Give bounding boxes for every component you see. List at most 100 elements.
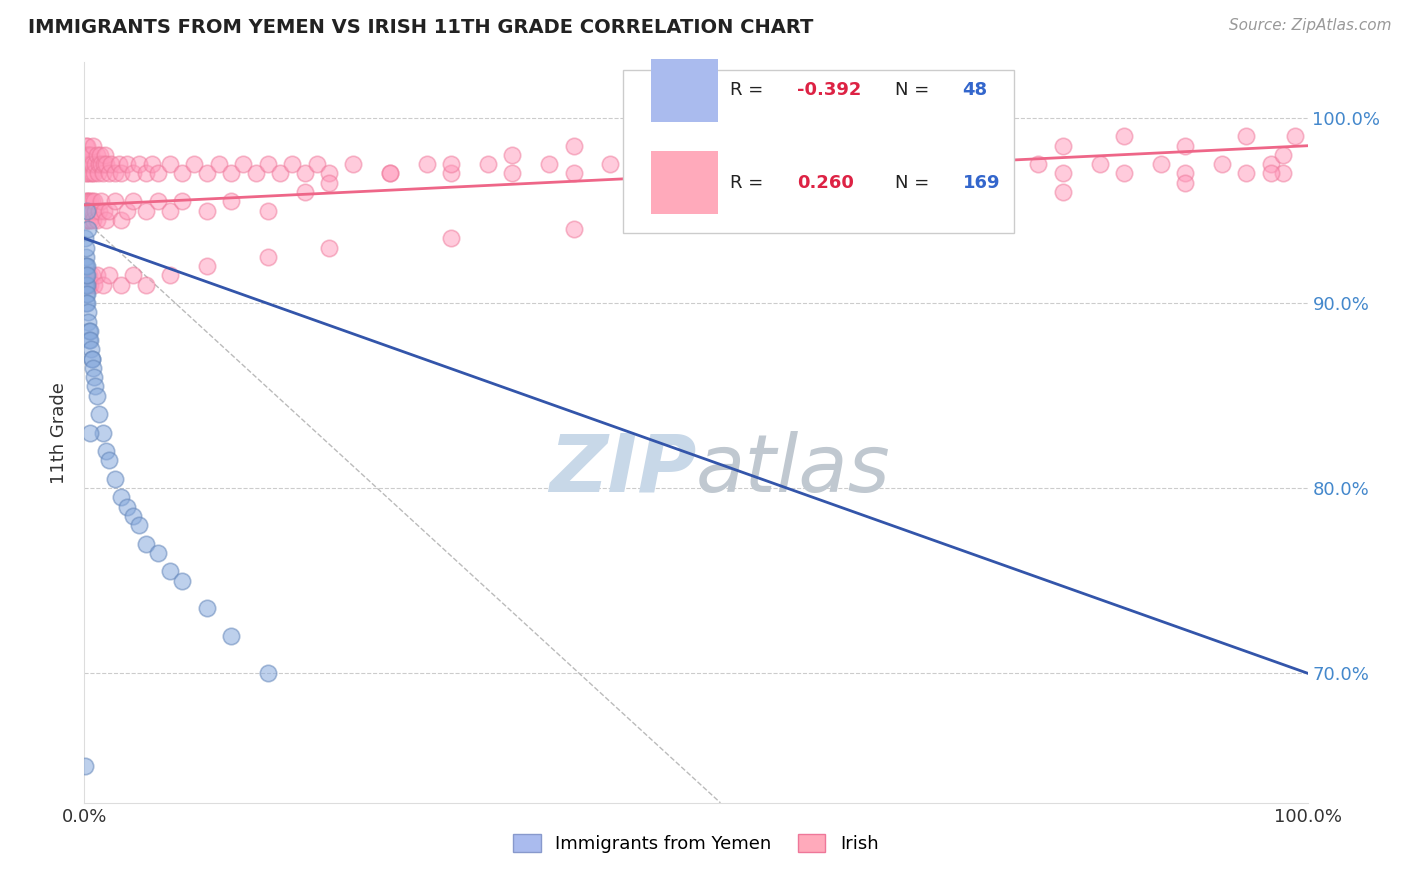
Point — [599, 157, 621, 171]
Point — [159, 157, 181, 171]
Point — [87, 157, 110, 171]
Point — [83, 370, 105, 384]
Point — [76, 203, 98, 218]
Point — [77, 148, 100, 162]
Point — [747, 129, 769, 144]
Point — [79, 194, 101, 209]
Point — [380, 166, 402, 180]
Point — [80, 268, 103, 283]
Point — [844, 157, 866, 171]
Point — [110, 212, 132, 227]
Point — [87, 166, 110, 180]
Point — [269, 166, 291, 180]
Point — [115, 500, 138, 514]
Point — [562, 222, 585, 236]
Point — [79, 277, 101, 292]
Text: Source: ZipAtlas.com: Source: ZipAtlas.com — [1229, 18, 1392, 33]
Point — [219, 194, 242, 209]
Point — [122, 166, 145, 180]
Point — [75, 148, 97, 162]
Point — [502, 148, 524, 162]
Point — [807, 203, 830, 218]
Point — [83, 166, 105, 180]
Point — [905, 157, 928, 171]
Point — [80, 194, 103, 209]
Point — [538, 157, 561, 171]
Point — [104, 166, 127, 180]
Point — [562, 166, 585, 180]
Point — [86, 148, 108, 162]
Point — [1272, 148, 1295, 162]
Text: N =: N = — [896, 174, 935, 192]
Point — [1114, 129, 1136, 144]
Point — [75, 268, 97, 283]
Point — [807, 138, 830, 153]
Point — [82, 203, 104, 218]
Text: R =: R = — [730, 81, 769, 99]
Point — [1236, 166, 1258, 180]
Point — [82, 212, 104, 227]
Point — [75, 286, 97, 301]
Point — [83, 277, 105, 292]
Point — [75, 277, 97, 292]
Point — [96, 157, 118, 171]
Text: N =: N = — [896, 81, 935, 99]
Point — [80, 351, 103, 366]
Point — [79, 157, 101, 171]
Point — [1052, 166, 1074, 180]
Point — [1052, 185, 1074, 199]
Point — [86, 268, 108, 283]
Point — [77, 333, 100, 347]
Point — [146, 546, 169, 560]
Point — [79, 212, 101, 227]
Text: -0.392: -0.392 — [797, 81, 862, 99]
Point — [93, 157, 115, 171]
Point — [195, 601, 218, 615]
FancyBboxPatch shape — [623, 70, 1014, 233]
Point — [135, 203, 157, 218]
Point — [1174, 166, 1197, 180]
Point — [82, 157, 104, 171]
Point — [75, 203, 97, 218]
Text: ZIP: ZIP — [548, 431, 696, 508]
Point — [73, 259, 96, 273]
Point — [82, 360, 104, 375]
Text: R =: R = — [730, 174, 769, 192]
Point — [82, 138, 104, 153]
Text: 0.260: 0.260 — [797, 174, 855, 192]
Point — [159, 268, 181, 283]
Point — [76, 268, 98, 283]
FancyBboxPatch shape — [651, 152, 718, 214]
Text: 169: 169 — [963, 174, 1000, 192]
Legend: Immigrants from Yemen, Irish: Immigrants from Yemen, Irish — [506, 827, 886, 861]
Y-axis label: 11th Grade: 11th Grade — [51, 382, 69, 483]
Point — [96, 212, 118, 227]
Point — [75, 212, 97, 227]
Point — [86, 388, 108, 402]
Point — [135, 536, 157, 550]
Point — [257, 157, 280, 171]
Point — [89, 148, 111, 162]
Point — [75, 277, 97, 292]
Point — [1211, 157, 1233, 171]
Point — [135, 277, 157, 292]
Point — [122, 194, 145, 209]
Point — [1088, 157, 1111, 171]
Point — [146, 194, 169, 209]
Point — [110, 491, 132, 505]
Point — [90, 157, 112, 171]
Point — [195, 203, 218, 218]
Point — [257, 250, 280, 264]
Point — [76, 203, 98, 218]
Point — [76, 296, 98, 310]
Point — [318, 166, 340, 180]
Point — [77, 314, 100, 328]
Point — [1174, 176, 1197, 190]
Point — [110, 166, 132, 180]
Point — [87, 203, 110, 218]
Point — [305, 157, 328, 171]
Point — [76, 212, 98, 227]
Point — [318, 176, 340, 190]
Point — [77, 324, 100, 338]
Point — [104, 194, 127, 209]
